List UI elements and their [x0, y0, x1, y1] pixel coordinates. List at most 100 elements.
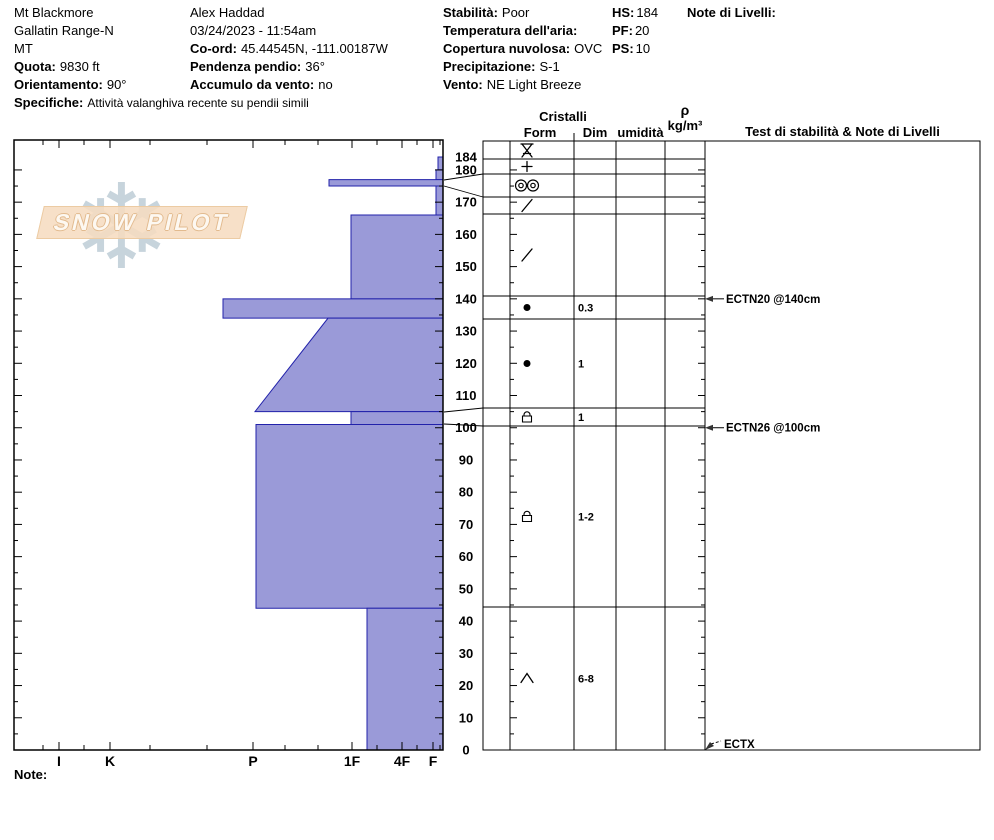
depth-axis-label: 90: [459, 452, 473, 467]
faceted-crystals-icon: [521, 510, 533, 523]
thin-layer-connector: [443, 185, 484, 198]
depth-axis-label: 184: [455, 150, 477, 165]
grain-size-value: 1: [578, 359, 584, 371]
ski-penetration: PS: 10: [612, 41, 651, 56]
rounded-grains-icon: [523, 360, 531, 367]
snow-height: HS: 184: [612, 5, 659, 20]
stability-test-label: ECTN26 @100cm: [726, 423, 820, 435]
form-column-header: Form: [523, 125, 557, 140]
snow-layer-bar: [253, 317, 444, 413]
wind-loading: Accumulo da vento: no: [190, 77, 333, 92]
site-elevation: Quota: 9830 ft: [14, 59, 100, 74]
melt-freeze-crust-icon: [526, 179, 540, 192]
moisture-column-header: umidità: [617, 125, 664, 140]
slope-angle: Pendenza pendio: 36°: [190, 59, 325, 74]
cloud-cover: Copertura nuvolosa: OVC: [443, 41, 603, 56]
snow-layer-bar: [222, 298, 444, 319]
depth-axis-label: 20: [459, 678, 473, 693]
snow-layer-bar: [350, 411, 444, 426]
decomposing-fragments-icon: [521, 248, 533, 262]
hardness-axis-label: 4F: [394, 753, 411, 769]
melt-freeze-crust-icon: [530, 182, 536, 189]
depth-axis-label: 10: [459, 710, 473, 725]
faceted-crystals-icon: [521, 411, 533, 423]
depth-axis-label: 30: [459, 646, 473, 661]
snow-layer-bar: [350, 214, 444, 300]
layer-notes-header: Note di Livelli:: [687, 5, 776, 20]
thin-layer-connector: [443, 173, 484, 181]
depth-axis-label: 50: [459, 581, 473, 596]
rounded-grains-icon: [523, 304, 531, 311]
coordinates: Co-ord: 45.44545N, -111.00187W: [190, 41, 388, 56]
depth-axis-label: 130: [455, 324, 477, 339]
depth-axis-label: 100: [455, 420, 477, 435]
decomposing-fragments-icon: [521, 198, 533, 213]
grain-size-value: 0.3: [578, 303, 593, 315]
density-units-header: kg/m³: [667, 118, 703, 133]
depth-axis-label: 70: [459, 517, 473, 532]
site-name: Mt Blackmore: [14, 5, 94, 20]
snow-layer-bar: [435, 169, 444, 181]
new-snow-stellar-icon: [520, 143, 534, 158]
header-observer-column: Alex Haddad 03/24/2023 - 11:54am Co-ord:…: [190, 4, 388, 94]
snow-layer-bar: [435, 185, 444, 216]
header-conditions-column: Stabilità: Poor Temperatura dell'aria: Co…: [443, 4, 602, 94]
wind: Vento: NE Light Breeze: [443, 77, 582, 92]
hardness-axis-label: F: [429, 753, 438, 769]
depth-axis-label: 120: [455, 356, 477, 371]
precipitation: Precipitazione: S-1: [443, 59, 560, 74]
hardness-axis-label: P: [248, 753, 257, 769]
grain-size-value: 1: [578, 412, 584, 424]
dim-column-header: Dim: [582, 125, 608, 140]
crystals-header: Cristalli: [539, 109, 587, 124]
header-measures-column: HS: 184 PF: 20 PS: 10: [612, 4, 658, 58]
depth-axis-label: 40: [459, 614, 473, 629]
test-arrow-head-icon: [705, 742, 714, 750]
hardness-axis-label: K: [105, 753, 115, 769]
melt-freeze-crust-icon: [514, 179, 528, 192]
depth-axis-label: 160: [455, 227, 477, 242]
depth-axis-label: 80: [459, 485, 473, 500]
melt-freeze-crust-icon: [518, 182, 524, 189]
site-range: Gallatin Range-N: [14, 23, 114, 38]
depth-hoar-icon: [520, 672, 534, 684]
snow-layer-bar: [366, 607, 444, 751]
grain-size-value: 1-2: [578, 512, 594, 524]
stability: Stabilità: Poor: [443, 5, 530, 20]
test-arrow-head-icon: [705, 424, 713, 431]
depth-axis-label: 110: [456, 388, 477, 403]
stability-test-label: ECTN20 @140cm: [726, 294, 820, 306]
air-temperature: Temperatura dell'aria:: [443, 23, 578, 38]
profile-plot-frame: [13, 139, 444, 751]
observer-name: Alex Haddad: [190, 5, 265, 20]
stability-test-label: ECTX: [724, 739, 755, 751]
site-aspect: Orientamento: 90°: [14, 77, 127, 92]
depth-axis-label: 0: [462, 743, 469, 758]
hardness-axis-label: 1F: [344, 753, 361, 769]
depth-axis-label: 140: [455, 291, 477, 306]
comments-row: Specifiche: Attività valanghiva recente s…: [14, 95, 309, 110]
thin-layer-connector: [443, 423, 484, 427]
grain-size-value: 6-8: [578, 674, 594, 686]
depth-axis-label: 60: [459, 549, 473, 564]
snow-layer-bar: [328, 179, 444, 187]
crystal-table-frame: [482, 140, 981, 751]
depth-axis-label: 180: [455, 162, 477, 177]
site-state: MT: [14, 41, 33, 56]
snow-layer-bar: [255, 424, 444, 609]
stability-tests-header: Test di stabilità & Note di Livelli: [745, 124, 940, 139]
depth-axis-label: 170: [455, 195, 477, 210]
observation-datetime: 03/24/2023 - 11:54am: [190, 23, 317, 38]
header-site-column: Mt Blackmore Gallatin Range-N MT Quota: 9…: [14, 4, 127, 94]
hardness-axis-label: I: [57, 753, 61, 769]
note-footer-label: Note:: [14, 767, 48, 782]
test-arrow-head-icon: [705, 295, 713, 302]
foot-penetration: PF: 20: [612, 23, 650, 38]
depth-axis-label: 150: [455, 259, 477, 274]
test-arrow-line: [710, 740, 722, 745]
new-snow-icon: [521, 160, 533, 173]
density-symbol-header: ρ: [680, 102, 690, 118]
thin-layer-connector: [443, 407, 484, 413]
